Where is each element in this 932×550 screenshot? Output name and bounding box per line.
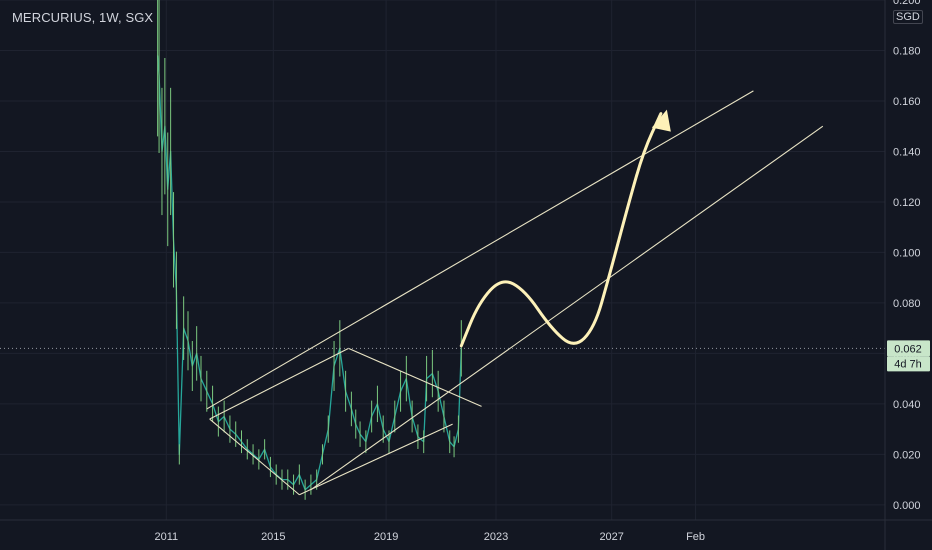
last-price-value: 0.062: [894, 343, 922, 355]
y-tick-label: 0.000: [893, 500, 921, 512]
y-tick-label: 0.140: [893, 146, 921, 158]
last-price-tag: [887, 340, 930, 357]
last-price-tags: 0.062 4d 7h: [887, 340, 930, 372]
trend-line-triangle-base: [299, 423, 453, 496]
price-series: [156, 0, 462, 500]
y-tick-label: 0.080: [893, 298, 921, 310]
y-tick-label: 0.040: [893, 399, 921, 411]
y-tick-label: 0.100: [893, 247, 921, 259]
trend-line-channel-upper: [206, 90, 754, 410]
y-tick-label: 0.120: [893, 197, 921, 209]
y-tick-label: 0.200: [893, 0, 921, 7]
symbol-title[interactable]: MERCURIUS, 1W, SGX: [12, 10, 154, 25]
projection-arrow-head: [651, 109, 671, 132]
currency-label[interactable]: SGD: [893, 10, 923, 24]
countdown-value: 4d 7h: [894, 358, 922, 370]
x-tick-label: 2023: [484, 531, 508, 543]
x-tick-label: 2019: [374, 531, 398, 543]
y-tick-label: 0.180: [893, 45, 921, 57]
x-tick-label: 2015: [261, 531, 285, 543]
grid: [0, 0, 885, 520]
trend-line-triangle-upper: [209, 347, 349, 420]
trend-line-triangle-lower: [209, 418, 300, 496]
price-line: [156, 55, 462, 491]
drawings: [0, 90, 885, 496]
trend-line-channel-lower: [310, 125, 824, 491]
x-tick-label: 2027: [599, 531, 623, 543]
countdown-tag: [887, 356, 930, 372]
projection-curve: [459, 112, 663, 348]
trend-line-triangle-diag: [348, 347, 482, 407]
x-tick-label: Feb: [686, 531, 705, 543]
y-tick-label: 0.020: [893, 449, 921, 461]
x-tick-label: 2011: [154, 531, 178, 543]
y-tick-label: 0.160: [893, 96, 921, 108]
